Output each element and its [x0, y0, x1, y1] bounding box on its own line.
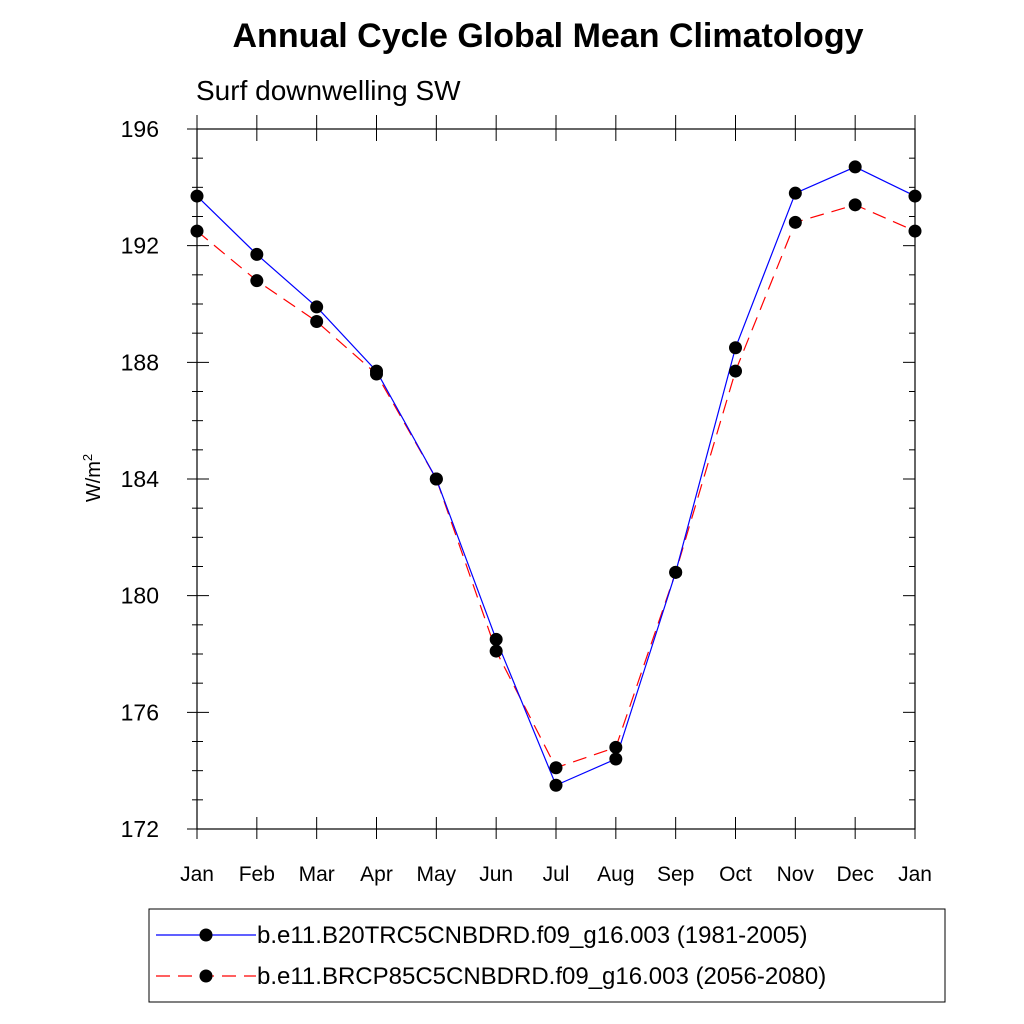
chart-subtitle: Surf downwelling SW [196, 75, 461, 106]
series-0-point [729, 341, 742, 355]
x-tick-label: Jan [898, 863, 932, 886]
series-0-point [489, 632, 503, 646]
legend-label-historical: b.e11.B20TRC5CNBDRD.f09_g16.003 (1981-20… [257, 922, 808, 949]
series-1-point [489, 644, 503, 658]
x-tick-label: Jul [543, 863, 570, 886]
series-1-point [669, 565, 683, 579]
plot-frame [196, 128, 916, 830]
series-1-point [549, 761, 563, 775]
series-1-point [848, 198, 862, 212]
x-tick-label: Aug [597, 863, 634, 886]
axis-ticks [187, 115, 916, 839]
x-tick-label: Oct [719, 863, 752, 886]
y-tick-label: 188 [121, 349, 159, 375]
series-lines [196, 166, 916, 787]
x-tick-label: Apr [360, 863, 393, 886]
legend-label-rcp85: b.e11.BRCP85C5CNBDRD.f09_g16.003 (2056-2… [257, 963, 826, 990]
legend: b.e11.B20TRC5CNBDRD.f09_g16.003 (1981-20… [148, 908, 946, 1003]
y-axis-label-exponent: 2 [80, 454, 95, 461]
x-tick-label: Sep [657, 863, 694, 886]
y-tick-label: 176 [121, 699, 159, 725]
series-line-1 [196, 204, 916, 769]
y-tick-label: 180 [121, 583, 159, 609]
series-0-point [788, 186, 802, 200]
y-tick-labels: 172 176 180 184 188 192 196 [121, 116, 160, 842]
series-1-point [370, 367, 383, 381]
y-tick-label: 196 [121, 116, 159, 142]
series-1-point [609, 740, 623, 754]
legend-marker-historical [199, 928, 213, 942]
series-1-point [788, 215, 802, 229]
series-0-point [848, 160, 862, 174]
series-1-point [429, 472, 443, 486]
x-tick-labels: Jan Feb Mar Apr May Jun Jul Aug Sep Oct Nov Dec Jan [180, 863, 932, 886]
series-1-point [310, 315, 324, 328]
y-tick-label: 172 [121, 816, 159, 842]
legend-box [148, 908, 946, 1003]
series-0-point [609, 752, 623, 766]
y-tick-label: 192 [121, 233, 159, 259]
x-tick-label: May [416, 863, 456, 886]
series-1-point [250, 274, 264, 288]
series-0-point [310, 300, 324, 314]
x-tick-label: Nov [777, 863, 815, 886]
x-tick-label: Mar [299, 863, 335, 886]
x-tick-label: Jun [479, 863, 513, 886]
series-1-point [729, 364, 742, 378]
chart-title: Annual Cycle Global Mean Climatology [233, 17, 864, 55]
y-axis-label-unit: W/m [83, 461, 105, 502]
x-tick-label: Dec [836, 863, 873, 886]
series-markers [190, 160, 922, 792]
y-tick-label: 184 [121, 466, 160, 492]
series-0-point [250, 247, 264, 261]
x-tick-label: Jan [180, 863, 214, 886]
x-tick-label: Feb [239, 863, 275, 886]
series-0-point [549, 778, 563, 792]
y-axis-label: W/m2 [80, 454, 105, 502]
series-line-0 [196, 166, 916, 787]
legend-marker-rcp85 [199, 969, 213, 983]
y-axis-label-text: W/m2 [80, 454, 105, 502]
